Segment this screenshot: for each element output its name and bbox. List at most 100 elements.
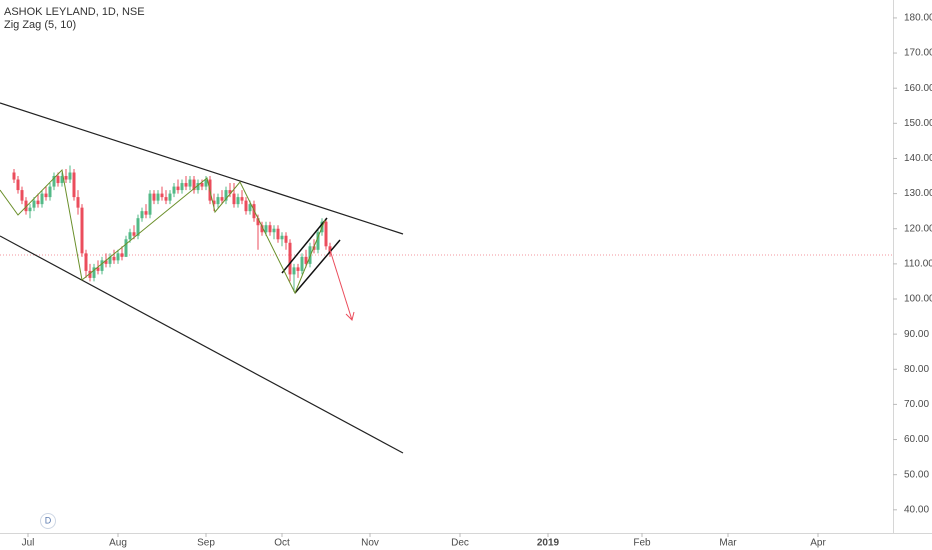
candle-body xyxy=(68,172,72,180)
candle-body xyxy=(28,207,32,212)
candle-body xyxy=(276,228,280,240)
candle-body xyxy=(16,179,20,191)
candle-body xyxy=(240,197,244,201)
y-tick-label: 140.00 xyxy=(904,153,932,164)
candle-body xyxy=(148,193,152,215)
candle-body xyxy=(224,190,228,201)
candle-body xyxy=(20,190,24,201)
zigzag xyxy=(0,168,326,295)
candle-body xyxy=(84,253,88,271)
arrow xyxy=(329,249,353,321)
candle-body xyxy=(24,200,28,212)
candle-body xyxy=(328,246,332,254)
x-tick-label: Aug xyxy=(109,538,127,549)
candle-body xyxy=(156,193,160,201)
y-tick-label: 150.00 xyxy=(904,118,932,129)
candle-body xyxy=(152,193,156,201)
candle-body xyxy=(76,197,80,208)
candle-body xyxy=(100,260,104,271)
candle-body xyxy=(264,225,268,233)
y-tick-label: 170.00 xyxy=(904,48,932,59)
candle-body xyxy=(96,267,100,271)
candle-body xyxy=(36,200,40,205)
candle-body xyxy=(168,193,172,201)
candle-body xyxy=(300,256,304,271)
candle-body xyxy=(56,176,60,184)
x-tick-label: Mar xyxy=(719,538,737,549)
candle-body xyxy=(268,225,272,233)
candle-body xyxy=(316,232,320,250)
x-tick-label: 2019 xyxy=(537,538,560,549)
y-tick-label: 120.00 xyxy=(904,223,932,234)
candle-body xyxy=(128,232,132,240)
candle-body xyxy=(12,172,16,180)
candle-body xyxy=(140,211,144,219)
candle-body xyxy=(256,218,260,226)
candle-body xyxy=(80,207,84,254)
candle-body xyxy=(220,197,224,201)
candle-body xyxy=(124,239,128,257)
candle-body xyxy=(280,235,284,240)
y-tick-label: 40.00 xyxy=(904,504,929,515)
x-tick-label: Dec xyxy=(451,538,469,549)
candle-body xyxy=(284,235,288,243)
candle-body xyxy=(248,204,252,212)
arrow-head xyxy=(345,311,355,321)
y-tick-label: 180.00 xyxy=(904,13,932,24)
candle-body xyxy=(204,179,208,187)
candle-body xyxy=(144,211,148,215)
candle-body xyxy=(32,200,36,208)
channel-line xyxy=(294,239,341,294)
candle-body xyxy=(160,193,164,198)
candle-body xyxy=(52,176,56,187)
candle-body xyxy=(228,190,232,194)
candle-body xyxy=(232,193,236,205)
candle-body xyxy=(196,183,200,191)
candle-body xyxy=(40,193,44,205)
x-tick-label: Jul xyxy=(22,538,35,549)
candle-body xyxy=(288,242,292,275)
badge-label[interactable]: D xyxy=(45,515,52,525)
candle-body xyxy=(296,267,300,271)
channel-line xyxy=(281,217,328,274)
candle-body xyxy=(72,172,76,198)
y-tick-label: 130.00 xyxy=(904,188,932,199)
subtitle: Zig Zag (5, 10) xyxy=(4,19,76,31)
candle-body xyxy=(172,186,176,194)
x-tick-label: Oct xyxy=(274,538,290,549)
candle-body xyxy=(304,256,308,264)
candle-body xyxy=(308,246,312,264)
candle-body xyxy=(260,225,264,233)
candle-body xyxy=(244,200,248,212)
candle-body xyxy=(192,179,196,191)
x-tick-label: Apr xyxy=(810,538,826,549)
y-tick-label: 80.00 xyxy=(904,364,929,375)
candle-body xyxy=(132,232,136,236)
badge[interactable] xyxy=(40,513,56,529)
y-tick-label: 110.00 xyxy=(904,259,932,270)
candle-body xyxy=(188,179,192,187)
candle-body xyxy=(104,260,108,264)
candle-body xyxy=(216,197,220,205)
candle-body xyxy=(48,186,52,198)
y-tick-label: 100.00 xyxy=(904,294,932,305)
candle-body xyxy=(120,253,124,257)
trend-line xyxy=(0,102,404,235)
candle-body xyxy=(136,218,140,236)
candle-body xyxy=(176,186,180,191)
y-tick-label: 60.00 xyxy=(904,434,929,445)
y-tick-label: 50.00 xyxy=(904,469,929,480)
x-tick-label: Feb xyxy=(633,538,651,549)
candle-body xyxy=(200,183,204,187)
y-tick-label: 70.00 xyxy=(904,399,929,410)
candle-body xyxy=(272,228,276,233)
trend-line xyxy=(0,235,404,454)
x-tick-label: Nov xyxy=(361,538,379,549)
candle-body xyxy=(184,183,188,187)
candle-body xyxy=(292,267,296,275)
candle-body xyxy=(60,176,64,184)
candle-body xyxy=(236,197,240,205)
candle-body xyxy=(324,221,328,247)
